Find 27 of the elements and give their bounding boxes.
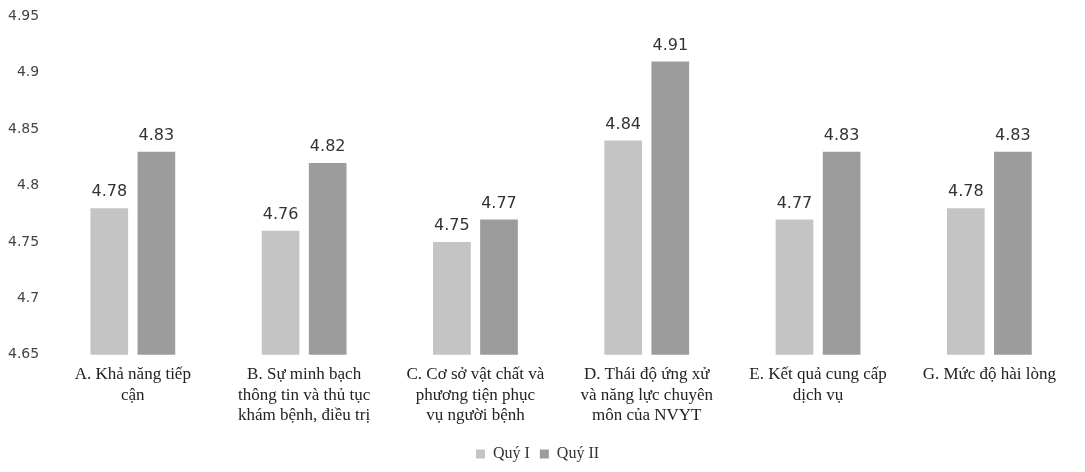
- y-tick-label: 4.9: [16, 63, 40, 80]
- data-label: 4.77: [776, 192, 813, 212]
- data-label: 4.75: [434, 215, 470, 235]
- data-label: 4.76: [262, 203, 299, 223]
- data-label: 4.83: [823, 124, 860, 144]
- data-label: 4.82: [309, 136, 346, 156]
- x-tick-label: C. Cơ sở vật chất và phương tiện phục vụ người bệnh: [406, 364, 545, 425]
- y-tick-label: 4.8: [16, 176, 40, 193]
- data-label: 4.84: [605, 113, 641, 133]
- legend-label: Quý I: [492, 444, 530, 463]
- data-label: 4.78: [91, 181, 128, 201]
- y-tick-label: 4.7: [16, 289, 40, 306]
- y-tick-label: 4.85: [8, 119, 40, 136]
- data-label: 4.91: [652, 34, 689, 54]
- x-tick-label: D. Thái độ ứng xử và năng lực chuyên môn của NVYT: [580, 364, 714, 425]
- y-tick-label: 4.65: [8, 345, 40, 362]
- x-tick-label: G. Mức độ hài lòng: [922, 364, 1057, 384]
- data-label: 4.83: [995, 124, 1031, 144]
- x-tick-label: A. Khả năng tiếp cận: [74, 364, 191, 404]
- data-label: 4.78: [947, 181, 984, 201]
- data-label: 4.83: [138, 124, 175, 144]
- x-tick-label: B. Sự minh bạch thông tin và thủ tục khám bệnh, điều trị: [238, 364, 371, 425]
- y-tick-label: 4.75: [8, 232, 40, 249]
- x-tick-label: E. Kết quả cung cấp dịch vụ: [749, 364, 887, 404]
- y-tick-label: 4.95: [8, 7, 40, 24]
- data-label: 4.77: [481, 192, 517, 212]
- legend-label: Quý II: [556, 444, 600, 463]
